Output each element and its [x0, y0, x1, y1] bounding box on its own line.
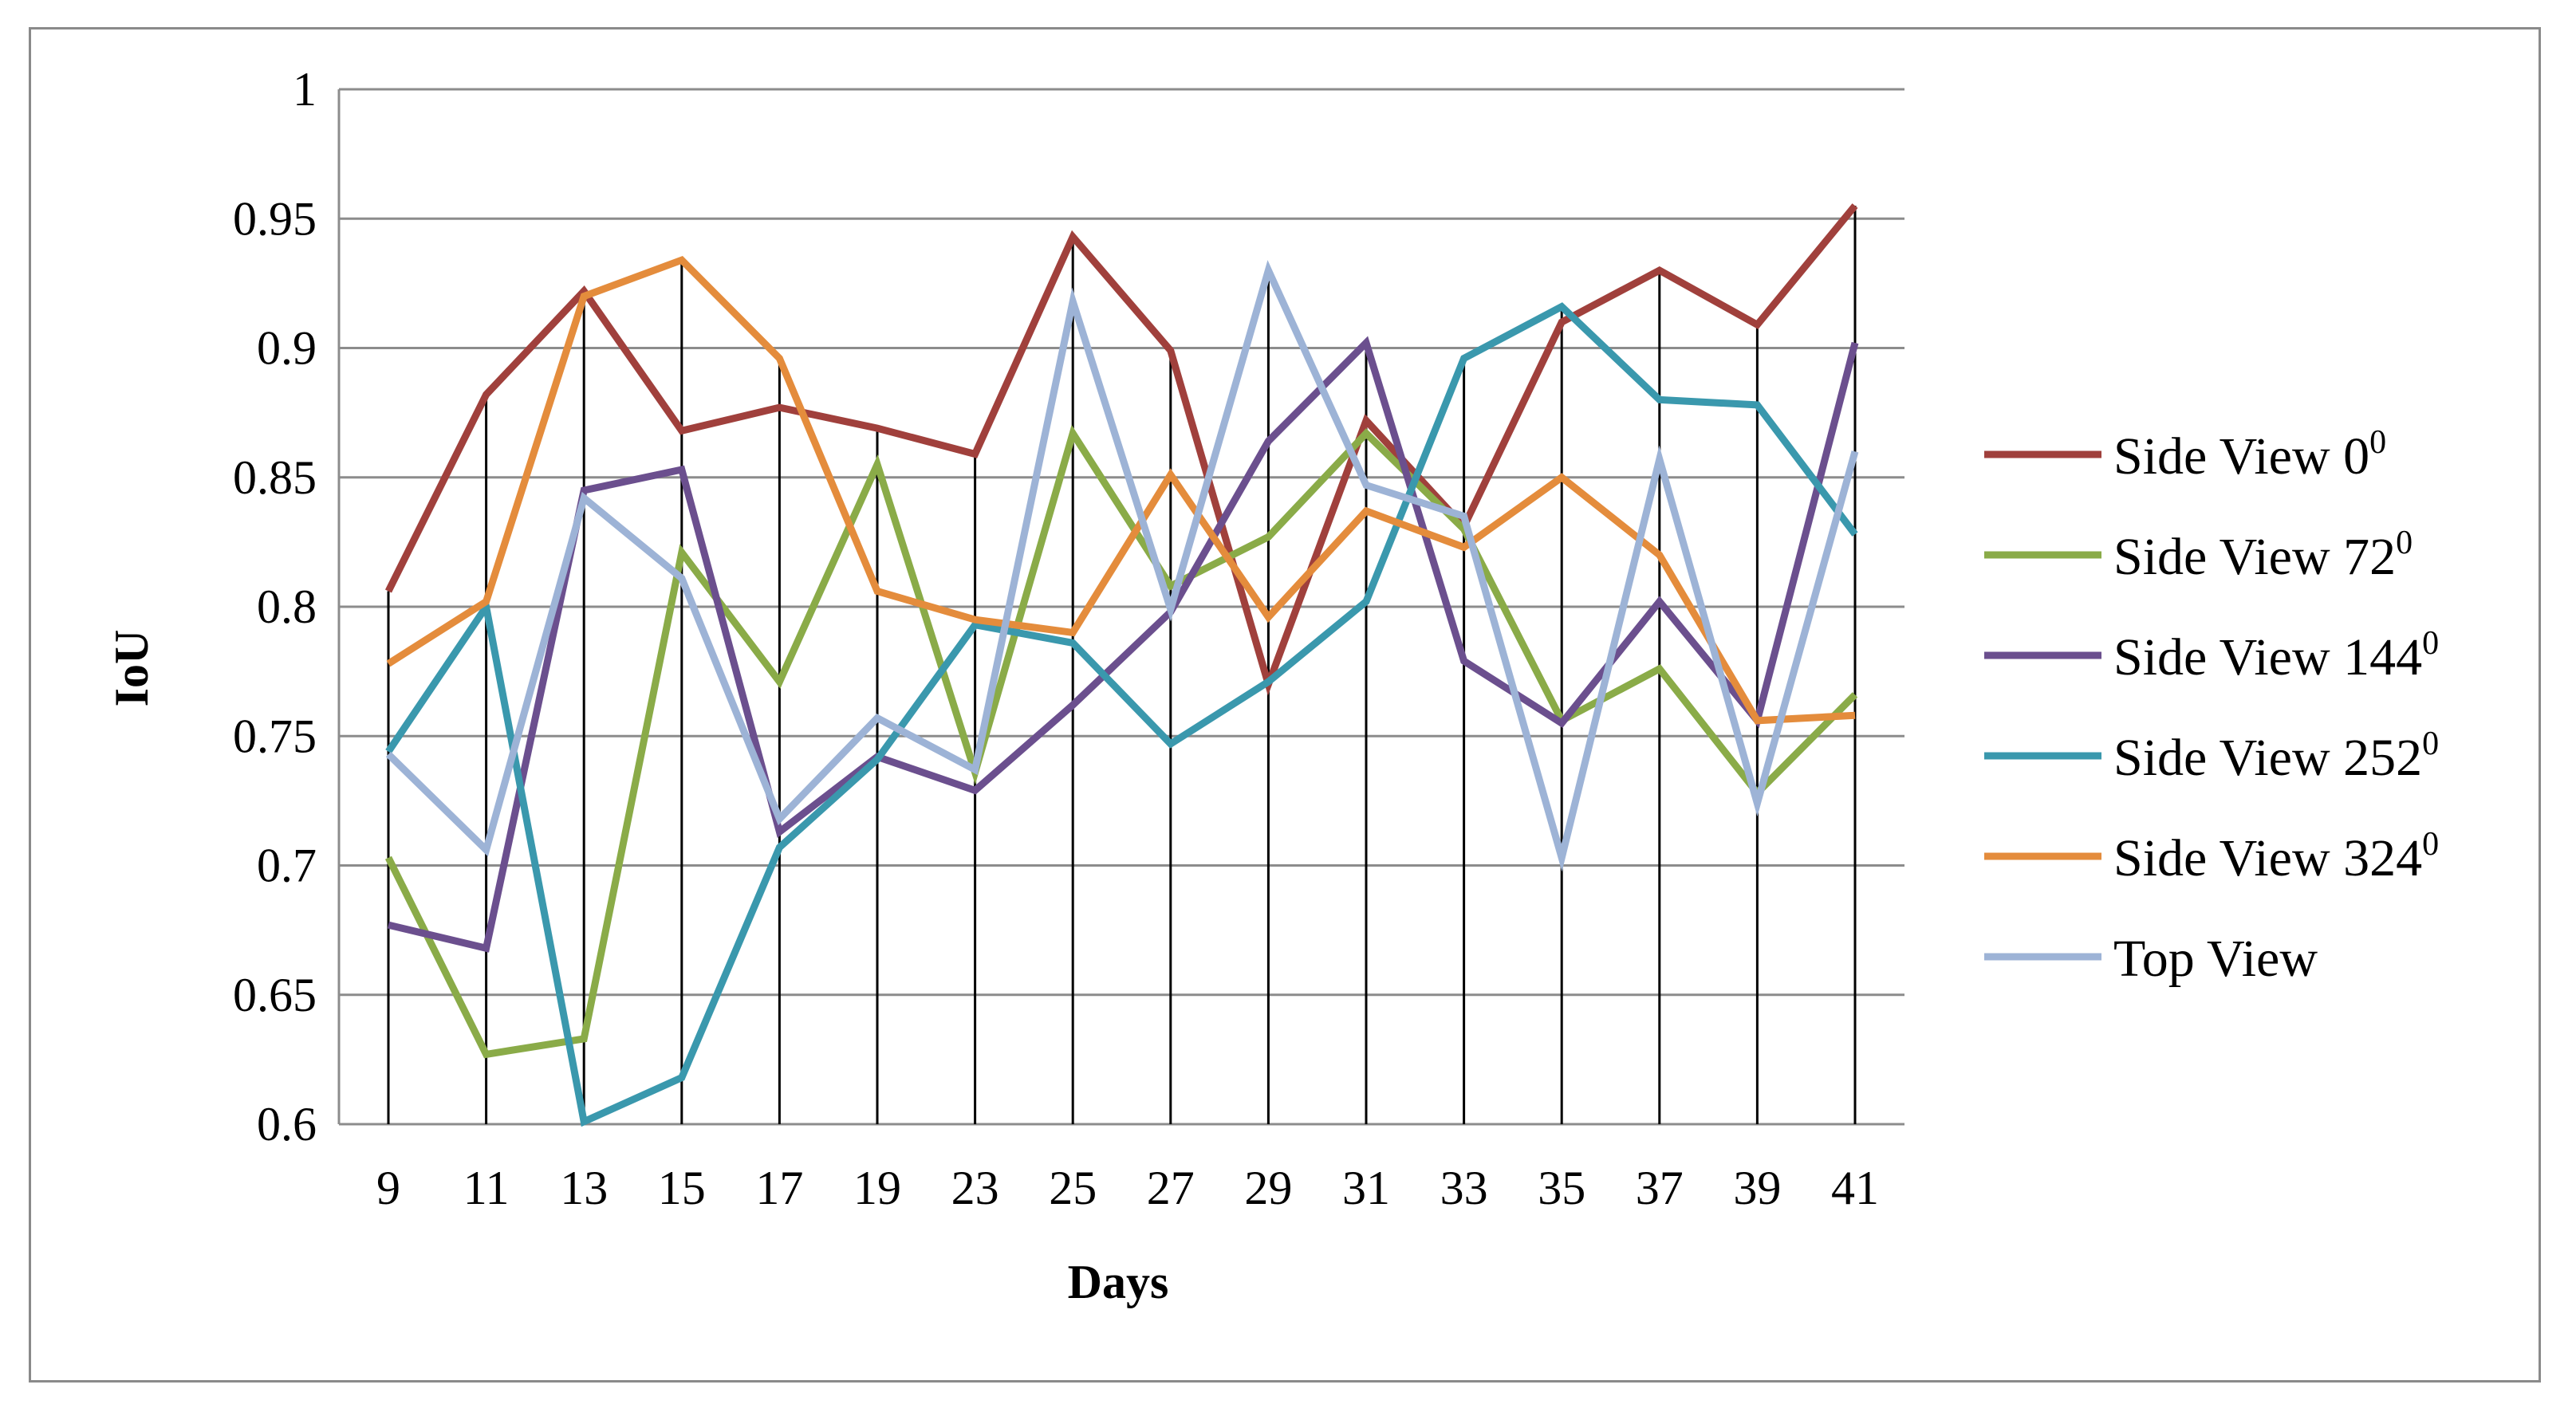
legend-label-superscript: 0 — [2422, 826, 2439, 863]
y-tick-label: 0.65 — [233, 969, 317, 1021]
legend-label-text: Side View 0 — [2113, 427, 2369, 486]
y-tick-label: 0.9 — [257, 322, 317, 375]
x-tick-label: 15 — [658, 1162, 706, 1214]
legend-label-text: Top View — [2113, 930, 2318, 988]
legend-label-text: Side View 72 — [2113, 528, 2396, 586]
x-tick-label: 19 — [853, 1162, 901, 1214]
series-line-4 — [385, 302, 1858, 1127]
y-tick-label: 0.95 — [233, 192, 317, 245]
series-line-2 — [384, 424, 1858, 1059]
legend-label: Side View 720 — [2113, 525, 2413, 586]
legend-label-text: Side View 324 — [2113, 829, 2422, 887]
legend-label: Side View 2520 — [2113, 726, 2439, 787]
x-tick-label: 33 — [1440, 1162, 1488, 1214]
series-layer — [384, 203, 1859, 1127]
y-tick-label: 0.6 — [257, 1098, 317, 1150]
y-tick-label: 1 — [293, 63, 317, 116]
legend-label: Top View — [2113, 930, 2318, 988]
x-tick-label: 17 — [755, 1162, 803, 1214]
y-tick-label: 0.85 — [233, 451, 317, 504]
x-tick-label: 11 — [463, 1162, 510, 1214]
grid-layer — [339, 88, 1904, 1126]
series-line-6 — [385, 260, 1859, 872]
x-tick-label: 27 — [1147, 1162, 1195, 1214]
y-tick-label: 0.7 — [257, 840, 317, 892]
x-tick-label: 31 — [1342, 1162, 1390, 1214]
y-axis-title: IoU — [105, 630, 158, 707]
y-tick-label: 0.75 — [233, 710, 317, 762]
x-tick-label: 23 — [951, 1162, 999, 1214]
series-line-1 — [384, 203, 1858, 696]
x-tick-label: 29 — [1244, 1162, 1292, 1214]
legend-label-text: Side View 144 — [2113, 628, 2422, 686]
legend-label-superscript: 0 — [2396, 525, 2413, 561]
x-tick-label: 41 — [1831, 1162, 1879, 1214]
series-line-5 — [386, 255, 1856, 725]
x-tick-label: 25 — [1049, 1162, 1097, 1214]
legend-label: Side View 00 — [2113, 424, 2386, 486]
series-line-3 — [387, 336, 1859, 953]
y-tick-label: 0.8 — [257, 580, 317, 633]
legend-label: Side View 1440 — [2113, 625, 2439, 686]
x-tick-label: 13 — [560, 1162, 608, 1214]
legend-label: Side View 3240 — [2113, 826, 2439, 887]
x-tick-label: 37 — [1636, 1162, 1684, 1214]
x-axis-title: Days — [1068, 1256, 1169, 1308]
x-tick-label: 39 — [1733, 1162, 1781, 1214]
x-tick-label: 35 — [1538, 1162, 1585, 1214]
drop-lines-layer — [387, 206, 1857, 1124]
x-tick-label: 9 — [376, 1162, 400, 1214]
legend-label-superscript: 0 — [2369, 424, 2386, 461]
legend-label-superscript: 0 — [2422, 625, 2439, 662]
legend-label-text: Side View 252 — [2113, 729, 2422, 787]
legend-label-superscript: 0 — [2422, 726, 2439, 762]
chart-frame — [29, 27, 2541, 1383]
